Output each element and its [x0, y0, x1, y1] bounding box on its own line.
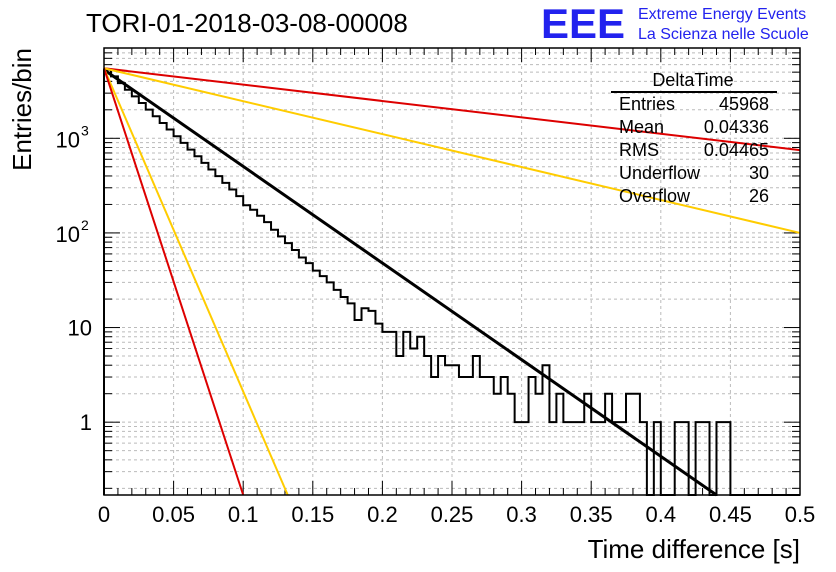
fit-line-1 [103, 68, 718, 497]
stats-value: 45968 [719, 94, 769, 114]
y-axis-label: Entries/bin [7, 48, 37, 171]
stats-value: 26 [749, 186, 769, 206]
x-tick-label: 0.15 [291, 502, 334, 527]
plot-title: TORI-01-2018-03-08-00008 [86, 8, 408, 38]
stats-box: DeltaTime Entries 45968 Mean 0.04336 RMS… [611, 70, 777, 206]
x-tick-label: 0.4 [646, 502, 677, 527]
logo-line-1: Extreme Energy Events [638, 6, 806, 23]
stats-label: Underflow [619, 163, 701, 183]
fit-line-2 [103, 67, 801, 152]
y-tick-label: 10 [56, 222, 80, 247]
y-tick-label: 1 [80, 410, 92, 435]
x-axis-label: Time difference [s] [588, 534, 800, 564]
stats-label: Mean [619, 117, 664, 137]
stats-label: Overflow [619, 186, 691, 206]
x-tick-labels: 0 0.05 0.1 0.15 0.2 0.25 0.3 0.35 0.4 0.45 0.5 [98, 502, 815, 527]
stats-value: 0.04336 [704, 117, 769, 137]
x-tick-label: 0 [98, 502, 110, 527]
y-tick-exponent: 2 [81, 217, 89, 233]
x-tick-label: 0.3 [506, 502, 537, 527]
plot-frame [103, 47, 801, 496]
logo-line-2: La Scienza nelle Scuole [638, 26, 809, 43]
y-tick-exponent: 3 [81, 122, 89, 138]
fit-line-5 [103, 67, 245, 496]
x-tick-label: 0.35 [570, 502, 613, 527]
x-tick-label: 0.05 [152, 502, 195, 527]
stats-label: Entries [619, 94, 675, 114]
x-tick-label: 0.45 [709, 502, 752, 527]
stats-value: 30 [749, 163, 769, 183]
fit-line-4 [103, 67, 289, 496]
x-tick-label: 0.1 [228, 502, 259, 527]
stats-label: RMS [619, 140, 659, 160]
y-tick-label: 10 [68, 316, 92, 341]
x-tick-label: 0.2 [367, 502, 398, 527]
stats-title: DeltaTime [652, 70, 733, 90]
fit-lines [103, 67, 801, 497]
eee-logo-icon: EEE [541, 0, 625, 47]
axis-ticks [103, 47, 801, 495]
x-tick-label: 0.5 [785, 502, 816, 527]
x-tick-label: 0.25 [431, 502, 474, 527]
y-tick-label: 10 [56, 127, 80, 152]
stats-value: 0.04465 [704, 140, 769, 160]
fit-line-3 [103, 67, 801, 234]
